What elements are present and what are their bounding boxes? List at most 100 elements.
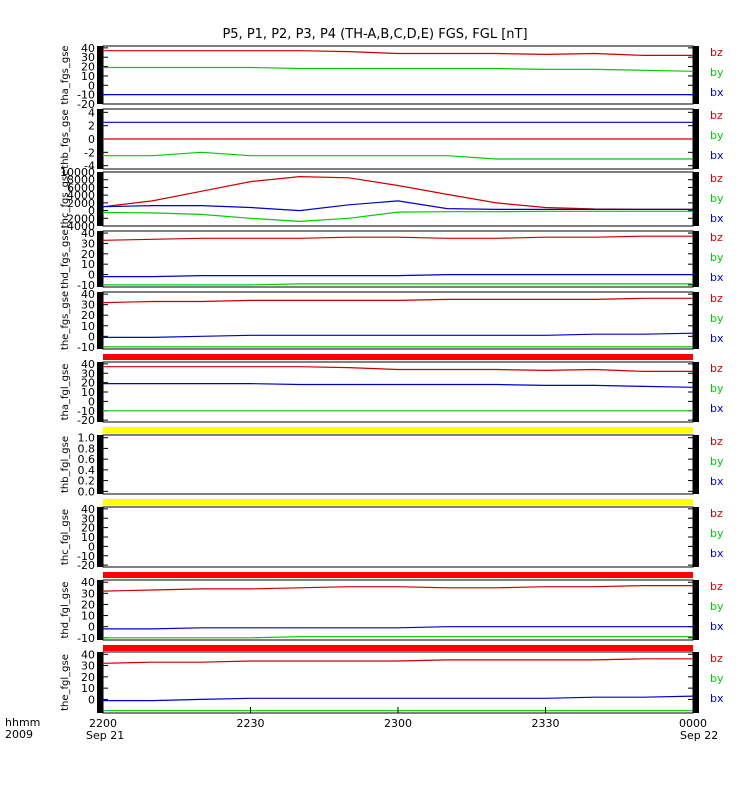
ytick-label-9-4: 0: [88, 693, 95, 706]
legend-by-3: by: [710, 251, 724, 264]
series-bz-2: [102, 175, 693, 210]
ytick-label-8-5: -10: [77, 632, 95, 645]
legend-by-0: by: [710, 66, 724, 79]
ylabel-8: thd_fgl_gse: [60, 582, 71, 639]
ylabel-9: the_fgl_gse: [60, 654, 71, 711]
series-by-3: [103, 283, 693, 286]
ytick-label-0-5: -10: [77, 89, 95, 102]
xtick-label-0: 2200: [89, 717, 117, 730]
ytick-label-0-4: 0: [88, 79, 95, 92]
panel-left-edge-7: [97, 507, 103, 567]
ytick-label-7-3: 10: [81, 531, 95, 544]
ytick-label-1-1: 2: [88, 120, 95, 133]
panel-left-edge-5: [97, 362, 103, 422]
legend-bx-5: bx: [710, 402, 724, 415]
ytick-label-4-4: 0: [88, 330, 95, 343]
ytick-label-3-3: 10: [81, 258, 95, 271]
ytick-label-3-0: 40: [81, 227, 95, 240]
ytick-label-4-3: 10: [81, 320, 95, 333]
ytick-label-5-5: -10: [77, 405, 95, 418]
ytick-label-3-1: 30: [81, 237, 95, 250]
ytick-label-8-1: 30: [81, 587, 95, 600]
ytick-label-4-0: 40: [81, 288, 95, 301]
legend-by-7: by: [710, 527, 724, 540]
legend-by-6: by: [710, 455, 724, 468]
ylabel-5: tha_fgl_gse: [60, 364, 71, 421]
ytick-label-2-0: 10000: [60, 166, 95, 179]
ytick-label-0-2: 20: [81, 61, 95, 74]
ytick-label-5-6: -20: [77, 414, 95, 427]
legend-bx-3: bx: [710, 271, 724, 284]
ytick-label-7-0: 40: [81, 503, 95, 516]
panel-frame-6: [102, 434, 694, 495]
panel-frame-3: [102, 230, 694, 288]
ytick-label-3-5: -10: [77, 279, 95, 292]
ytick-label-8-4: 0: [88, 621, 95, 634]
ylabel-0: tha_fgs_gse: [60, 45, 71, 104]
legend-by-9: by: [710, 672, 724, 685]
series-bx-8: [103, 626, 693, 630]
legend-by-4: by: [710, 312, 724, 325]
ytick-label-6-2: 0.6: [78, 453, 96, 466]
panel-separator-bar-1: [103, 427, 693, 433]
panel-left-edge-3: [97, 231, 103, 287]
ytick-label-3-2: 20: [81, 248, 95, 261]
legend-bz-7: bz: [710, 507, 723, 520]
xtick-label-2: 2300: [384, 717, 412, 730]
ytick-label-2-2: 6000: [67, 181, 95, 194]
ytick-label-4-2: 20: [81, 309, 95, 322]
legend-bx-2: bx: [710, 212, 724, 225]
legend-bz-3: bz: [710, 231, 723, 244]
series-bx-2: [102, 200, 693, 212]
panel-frame-7: [102, 506, 694, 568]
ytick-label-2-7: -4000: [63, 220, 95, 233]
ytick-label-5-4: 0: [88, 395, 95, 408]
ytick-label-9-1: 30: [81, 660, 95, 673]
panel-right-edge-9: [693, 652, 699, 713]
panel-separator-bar-0: [103, 354, 693, 360]
series-bz-9: [102, 658, 693, 664]
legend-bx-1: bx: [710, 149, 724, 162]
panel-separator-bar-2: [103, 499, 693, 505]
ytick-label-1-3: -2: [84, 146, 95, 159]
time-axis-label: hhmm 2009: [5, 717, 40, 741]
ytick-label-2-5: 0: [88, 205, 95, 218]
ytick-label-6-3: 0.4: [78, 464, 96, 477]
legend-by-1: by: [710, 129, 724, 142]
panel-left-edge-1: [97, 109, 103, 169]
panel-right-edge-6: [693, 435, 699, 494]
legend-by-2: by: [710, 192, 724, 205]
ytick-label-0-6: -20: [77, 98, 95, 111]
panel-right-edge-4: [693, 292, 699, 349]
ytick-label-7-6: -20: [77, 559, 95, 572]
panel-frame-0: [102, 45, 694, 105]
panel-right-edge-7: [693, 507, 699, 567]
panel-right-edge-0: [693, 46, 699, 104]
series-bz-4: [102, 297, 693, 304]
panel-left-edge-8: [97, 580, 103, 640]
xtick-label-4: 0000: [679, 717, 707, 730]
ytick-label-9-0: 40: [81, 648, 95, 661]
series-bz-3: [102, 235, 693, 241]
date-start: Sep 21: [86, 729, 125, 742]
ytick-label-2-4: 2000: [67, 197, 95, 210]
ytick-label-6-0: 1.0: [78, 432, 96, 445]
panel-right-edge-3: [693, 231, 699, 287]
legend-bz-1: bz: [710, 109, 723, 122]
ylabel-3: thd_fgs_gse: [60, 229, 71, 288]
ytick-label-5-2: 20: [81, 377, 95, 390]
ytick-label-2-3: 4000: [67, 189, 95, 202]
ytick-label-8-2: 20: [81, 598, 95, 611]
panel-left-edge-4: [97, 292, 103, 349]
legend-bx-4: bx: [710, 332, 724, 345]
xtick-label-3: 2330: [532, 717, 560, 730]
legend-bx-6: bx: [710, 475, 724, 488]
panel-separator-bar-4: [103, 645, 693, 651]
figure-title: P5, P1, P2, P3, P4 (TH-A,B,C,D,E) FGS, F…: [222, 27, 528, 42]
ytick-label-6-4: 0.2: [78, 475, 96, 488]
ytick-label-3-4: 0: [88, 269, 95, 282]
ylabel-7: thc_fgl_gse: [60, 509, 71, 565]
ytick-label-0-1: 30: [81, 51, 95, 64]
series-bx-5: [103, 383, 694, 388]
series-by-2: [102, 210, 693, 223]
